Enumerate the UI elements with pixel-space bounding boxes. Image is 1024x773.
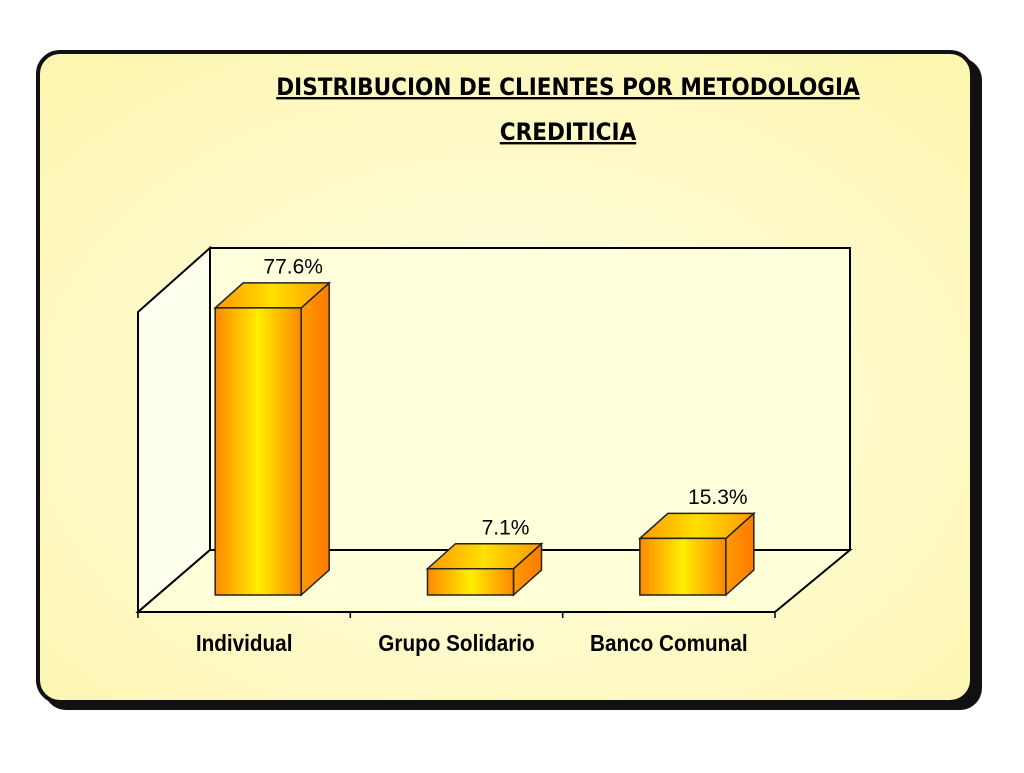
bar bbox=[426, 567, 515, 596]
chart-title: DISTRIBUCION DE CLIENTES POR METODOLOGIA bbox=[276, 73, 860, 101]
side-wall bbox=[137, 245, 211, 615]
data-label: 7.1% bbox=[482, 516, 530, 539]
bar bbox=[214, 307, 302, 596]
x-tick-label: Grupo Solidario bbox=[378, 630, 534, 656]
bar-side bbox=[300, 281, 330, 597]
x-tick-label: Banco Comunal bbox=[590, 630, 748, 656]
bar bbox=[639, 537, 727, 596]
x-tick-label: Individual bbox=[196, 630, 293, 656]
data-label: 15.3% bbox=[688, 486, 748, 509]
chart-title: CREDITICIA bbox=[500, 118, 637, 146]
data-label: 77.6% bbox=[263, 255, 323, 278]
